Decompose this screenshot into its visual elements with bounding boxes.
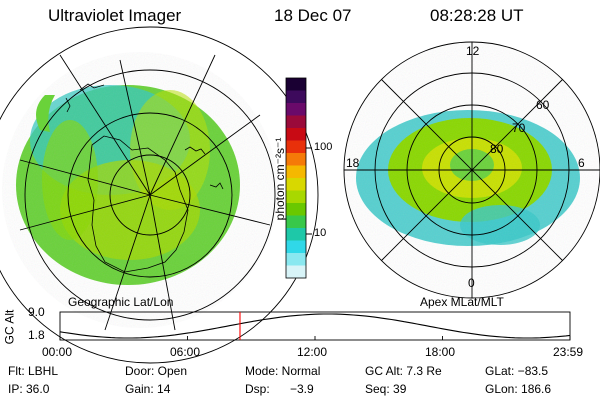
geo-grid [0, 26, 319, 364]
coastline [87, 135, 189, 273]
colorbar-cell [286, 103, 306, 116]
seq-info: Seq: 39 [365, 382, 407, 396]
ip-info: IP: 36.0 [8, 382, 50, 396]
glat-info: GLat: −83.5 [485, 364, 549, 378]
geographic-image [0, 26, 319, 364]
x-tick-0600: 06:00 [170, 345, 201, 359]
apex-grid [343, 41, 600, 299]
mlt-label-6: 6 [578, 156, 585, 170]
x-tick-1200: 12:00 [297, 345, 328, 359]
mode-info: Mode: Normal [245, 364, 321, 378]
x-tick-0000: 00:00 [42, 345, 73, 359]
instrument-title: Ultraviolet Imager [48, 6, 182, 25]
date-label: 18 Dec 07 [274, 6, 352, 25]
time-label: 08:28:28 UT [430, 6, 524, 25]
altitude-ylabel: GC Alt [2, 309, 17, 345]
colorbar-cell [286, 128, 306, 141]
colorbar-tick-10: 10 [314, 227, 327, 239]
filter-info: Flt: LBHL [8, 364, 59, 378]
colorbar-cell [286, 140, 306, 154]
mlt-label-12: 12 [466, 44, 480, 58]
colorbar-cell [286, 240, 306, 254]
gc-alt-info: GC Alt: 7.3 Re [365, 364, 442, 378]
colorbar-tick-100: 100 [314, 141, 333, 153]
colorbar-cell [286, 178, 306, 191]
lat-label-70: 70 [512, 121, 526, 135]
x-tick-2359: 23:59 [553, 345, 584, 359]
alt-tick-max: 9.0 [28, 305, 45, 319]
colorbar-cell [286, 228, 306, 241]
colorbar-cell [286, 153, 306, 166]
geographic-caption: Geographic Lat/Lon [68, 295, 174, 309]
colorbar-cell [286, 115, 306, 129]
colorbar-cell [286, 78, 306, 91]
dsp-label: Dsp: [245, 382, 270, 396]
alt-tick-min: 1.8 [28, 328, 45, 342]
colorbar-cell [286, 203, 306, 216]
colorbar-cell [286, 265, 306, 279]
apex-image [343, 41, 600, 299]
colorbar [285, 77, 312, 279]
colorbar-cell [286, 253, 306, 266]
glon-info: GLon: 186.6 [485, 382, 552, 396]
colorbar-cell [286, 90, 306, 104]
altitude-curve [59, 313, 571, 339]
dsp-value: −3.9 [290, 382, 314, 396]
colorbar-cell [286, 190, 306, 204]
mlt-label-18: 18 [346, 156, 360, 170]
door-info: Door: Open [125, 364, 188, 378]
colorbar-cell [286, 215, 306, 229]
colorbar-cell [286, 165, 306, 179]
mlt-label-0: 0 [468, 276, 475, 290]
x-tick-1800: 18:00 [425, 345, 456, 359]
lat-label-80: 80 [490, 142, 504, 156]
lat-label-60: 60 [536, 98, 550, 112]
apex-caption: Apex MLat/MLT [420, 295, 504, 309]
colorbar-unit-label: photon cm⁻²s⁻¹ [273, 137, 287, 221]
altitude-plot [59, 311, 571, 341]
gain-info: Gain: 14 [125, 382, 171, 396]
